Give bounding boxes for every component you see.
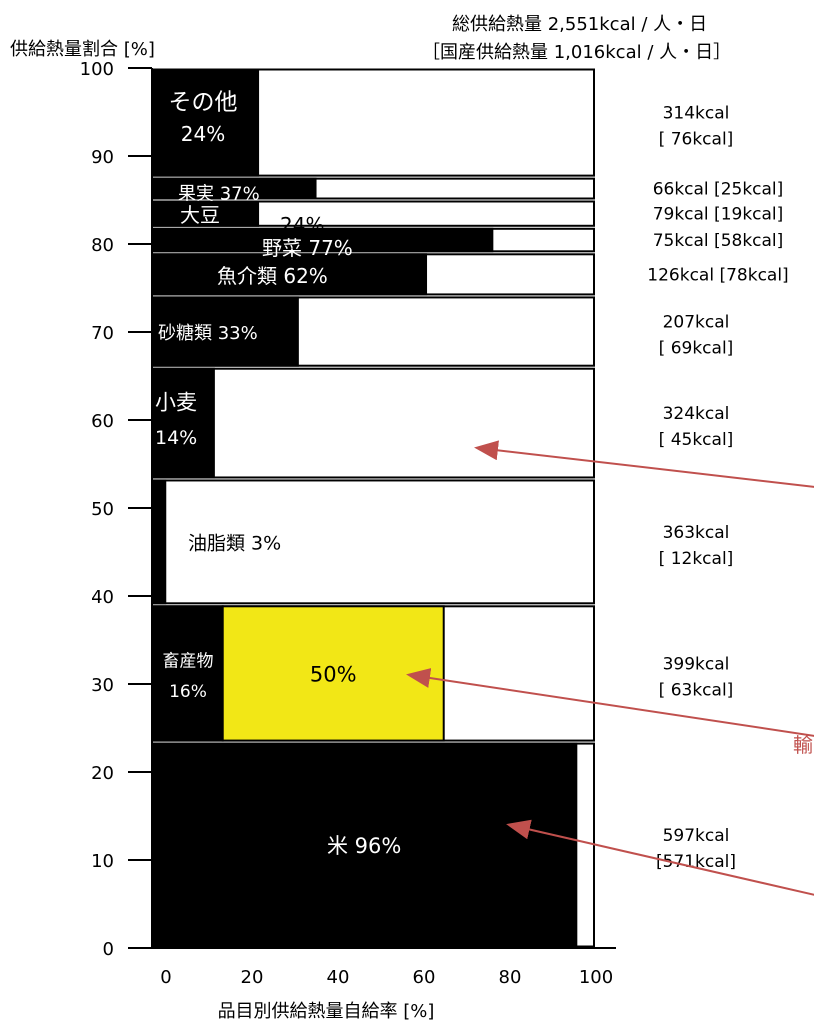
- x-tick-label-80: 80: [499, 967, 522, 988]
- total-calories-header: 総供給熱量 2,551kcal / 人・日: [452, 14, 708, 35]
- x-tick-label-40: 40: [327, 967, 350, 988]
- y-tick-label-50: 50: [91, 499, 114, 520]
- item-油脂類-domestic-bar: [151, 479, 167, 605]
- item-米-domestic-kcal-label: [571kcal]: [656, 852, 736, 872]
- item-魚介類-label: 魚介類 62%: [217, 264, 328, 288]
- x-tick-label-0: 0: [160, 967, 171, 988]
- item-砂糖類-label: 砂糖類 33%: [158, 323, 258, 344]
- item-小麦-total-bar: [151, 367, 595, 479]
- item-米-label: 米 96%: [327, 834, 401, 858]
- item-油脂類-label: 油脂類 3%: [188, 532, 281, 554]
- x-tick-label-60: 60: [413, 967, 436, 988]
- item-畜産物-sublabel: 16%: [169, 682, 207, 702]
- item-米-domestic-bar: [151, 742, 578, 948]
- annotation-arrow: [406, 668, 814, 737]
- item-小麦-label: 小麦: [155, 390, 197, 414]
- item-その他-kcal-label: 314kcal: [663, 104, 730, 124]
- item-大豆-kcal-label: 79kcal [19kcal]: [653, 205, 784, 225]
- y-tick-label-10: 10: [91, 851, 114, 872]
- annotation-arrow: [506, 819, 814, 896]
- x-tick-label-20: 20: [241, 967, 264, 988]
- item-油脂類-total-bar: [151, 479, 595, 605]
- y-tick-label-80: 80: [91, 235, 114, 256]
- annotation-label: 輸: [793, 733, 813, 757]
- item-果実-kcal-label: 66kcal [25kcal]: [653, 180, 784, 200]
- item-畜産物-feed-import-label: 50%: [310, 662, 357, 686]
- x-axis-label: 品目別供給熱量自給率 [%]: [218, 1001, 435, 1022]
- item-小麦-sublabel: 14%: [155, 427, 197, 449]
- item-砂糖類-kcal-label: 207kcal: [663, 313, 730, 333]
- item-小麦-kcal-label: 324kcal: [663, 404, 730, 424]
- y-tick-label-30: 30: [91, 675, 114, 696]
- item-小麦-domestic-bar: [151, 367, 215, 479]
- item-畜産物-label: 畜産物: [163, 651, 214, 671]
- item-その他-sublabel: 24%: [181, 122, 225, 146]
- item-大豆-sublabel: 24%: [280, 213, 324, 237]
- item-野菜-kcal-label: 75kcal [58kcal]: [653, 231, 784, 251]
- y-tick-label-100: 100: [80, 59, 114, 80]
- item-その他-domestic-bar: [151, 68, 260, 177]
- item-野菜-label: 野菜 77%: [262, 236, 353, 260]
- y-tick-label-60: 60: [91, 411, 114, 432]
- domestic-calories-header: ［国産供給熱量 1,016kcal / 人・日］: [422, 42, 732, 63]
- item-油脂類-domestic-kcal-label: [ 12kcal]: [659, 549, 734, 569]
- y-tick-label-90: 90: [91, 147, 114, 168]
- y-tick-label-70: 70: [91, 323, 114, 344]
- item-その他-domestic-kcal-label: [ 76kcal]: [659, 130, 734, 150]
- y-tick-label-40: 40: [91, 587, 114, 608]
- item-その他-label: その他: [169, 89, 238, 115]
- y-axis-label: 供給熱量割合 [%]: [10, 39, 155, 60]
- item-畜産物-domestic-bar: [151, 605, 224, 742]
- item-小麦-domestic-kcal-label: [ 45kcal]: [659, 430, 734, 450]
- y-tick-label-0: 0: [103, 939, 114, 960]
- item-砂糖類-domestic-kcal-label: [ 69kcal]: [659, 339, 734, 359]
- item-魚介類-kcal-label: 126kcal [78kcal]: [647, 265, 788, 285]
- item-米-kcal-label: 597kcal: [663, 826, 730, 846]
- item-果実-label: 果実 37%: [178, 183, 260, 204]
- annotation-arrow: [474, 440, 814, 488]
- item-油脂類-kcal-label: 363kcal: [663, 523, 730, 543]
- item-砂糖類-domestic-bar: [151, 296, 299, 367]
- item-大豆-label: 大豆: [180, 203, 220, 227]
- x-tick-label-100: 100: [579, 967, 613, 988]
- item-畜産物-domestic-kcal-label: [ 63kcal]: [659, 680, 734, 700]
- item-畜産物-kcal-label: 399kcal: [663, 654, 730, 674]
- y-tick-label-20: 20: [91, 763, 114, 784]
